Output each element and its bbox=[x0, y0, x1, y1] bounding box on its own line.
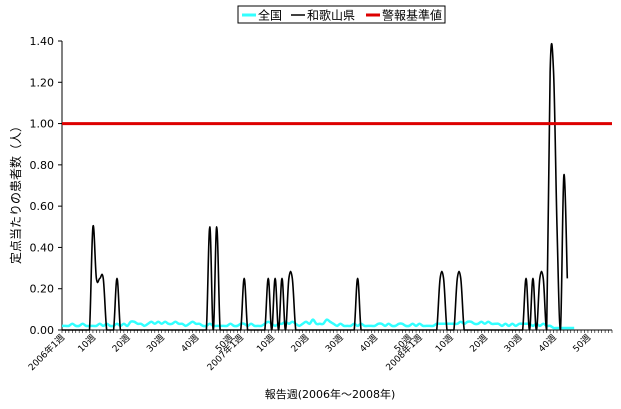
y-tick-label: 1.20 bbox=[30, 76, 55, 89]
legend-label-national: 全国 bbox=[258, 8, 282, 23]
x-tick-label: 10週 bbox=[255, 332, 277, 354]
y-ticks: 0.00 0.20 0.40 0.60 0.80 1.00 1.20 1.40 bbox=[30, 35, 62, 337]
x-axis-title: 報告週(2006年～2008年) bbox=[265, 387, 396, 401]
x-tick-label: 40週 bbox=[536, 332, 558, 354]
x-tick-label: 30週 bbox=[502, 332, 524, 354]
series-line-wakayama bbox=[62, 43, 569, 331]
y-tick-label: 0.60 bbox=[30, 200, 55, 213]
x-tick-label: 2006年1週 bbox=[26, 332, 67, 373]
x-tick-label: 50週 bbox=[571, 332, 593, 354]
x-tick-label: 20週 bbox=[289, 332, 311, 354]
y-tick-label: 1.00 bbox=[30, 118, 55, 131]
x-tick-label: 10週 bbox=[433, 332, 455, 354]
legend: 全国 和歌山県 警報基準値 bbox=[237, 5, 446, 24]
series-group bbox=[61, 43, 612, 331]
y-tick-label: 0.00 bbox=[30, 324, 55, 337]
x-tick-label: 10週 bbox=[76, 332, 98, 354]
x-tick-label: 40週 bbox=[179, 332, 201, 354]
series-line-national bbox=[61, 318, 575, 330]
x-tick-label: 30週 bbox=[145, 332, 167, 354]
y-tick-label: 1.40 bbox=[30, 35, 55, 48]
y-tick-label: 0.20 bbox=[30, 283, 55, 296]
axes bbox=[61, 41, 612, 331]
x-tick-label: 30週 bbox=[323, 332, 345, 354]
y-axis-title: 定点当たりの患者数（人） bbox=[8, 120, 23, 264]
legend-label-alert: 警報基準値 bbox=[382, 8, 442, 23]
legend-label-wakayama: 和歌山県 bbox=[307, 8, 355, 23]
y-tick-label: 0.40 bbox=[30, 241, 55, 254]
y-tick-label: 0.80 bbox=[30, 159, 55, 172]
x-tick-label: 20週 bbox=[110, 332, 132, 354]
x-tick-label: 20週 bbox=[468, 332, 490, 354]
x-tick-label: 40週 bbox=[358, 332, 380, 354]
